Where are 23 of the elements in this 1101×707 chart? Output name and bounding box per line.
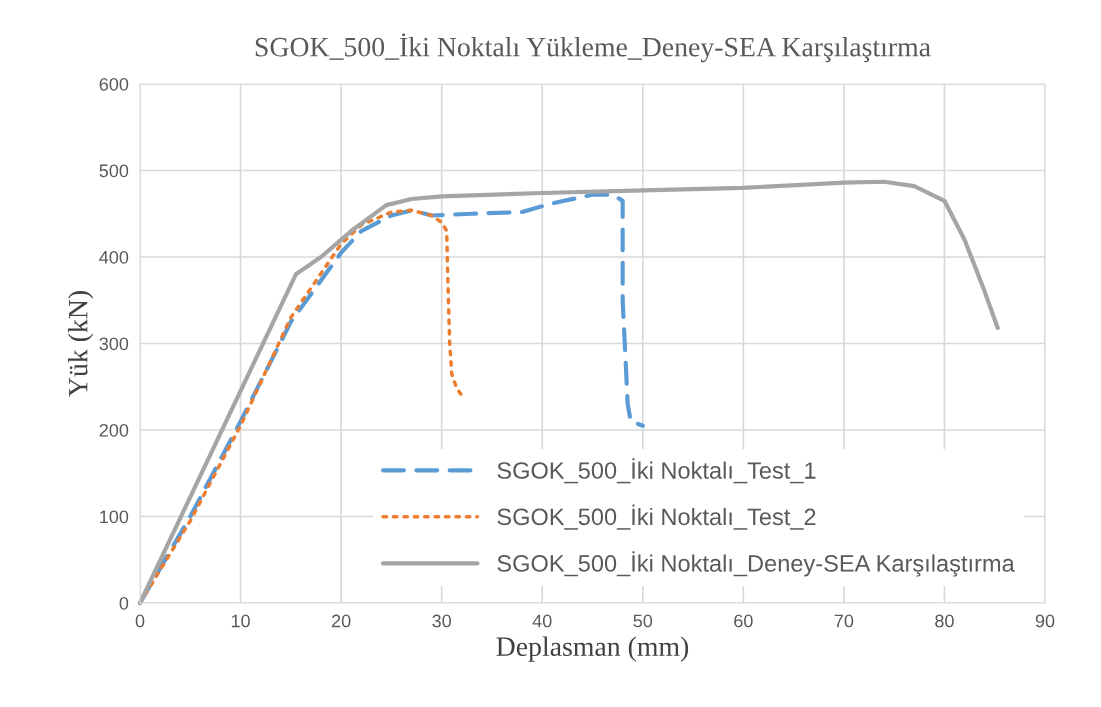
x-tick-label: 10 (231, 614, 250, 628)
y-tick-label: 0 (119, 596, 129, 610)
y-tick-label: 500 (99, 164, 129, 178)
chart-title: SGOK_500_İki Noktalı Yükleme_Deney-SEA Karşılaştırma (255, 33, 931, 63)
y-tick-label: 300 (99, 337, 129, 351)
legend-label: SGOK_500_İki Noktalı_Test_1 (497, 458, 816, 484)
x-tick-label: 50 (633, 614, 653, 628)
x-tick-label: 0 (135, 614, 145, 628)
legend-label: SGOK_500_İki Noktalı_Test_2 (497, 504, 816, 530)
y-tick-label: 100 (100, 510, 129, 524)
x-tick-label: 90 (1035, 614, 1055, 628)
x-axis-title: Deplasman (mm) (496, 636, 689, 662)
y-tick-label: 600 (99, 77, 129, 91)
x-tick-label: 60 (734, 614, 753, 628)
x-tick-label: 80 (935, 614, 954, 628)
y-axis-title: Yük (kN) (68, 291, 94, 397)
x-tick-label: 70 (834, 614, 854, 628)
x-tick-label: 20 (331, 614, 351, 628)
y-tick-label: 200 (99, 423, 129, 437)
x-tick-label: 40 (532, 614, 552, 628)
x-tick-label: 30 (432, 614, 451, 628)
legend-label: SGOK_500_İki Noktalı_Deney-SEA Karşılaştırma (497, 551, 1015, 577)
y-tick-label: 400 (99, 250, 129, 264)
